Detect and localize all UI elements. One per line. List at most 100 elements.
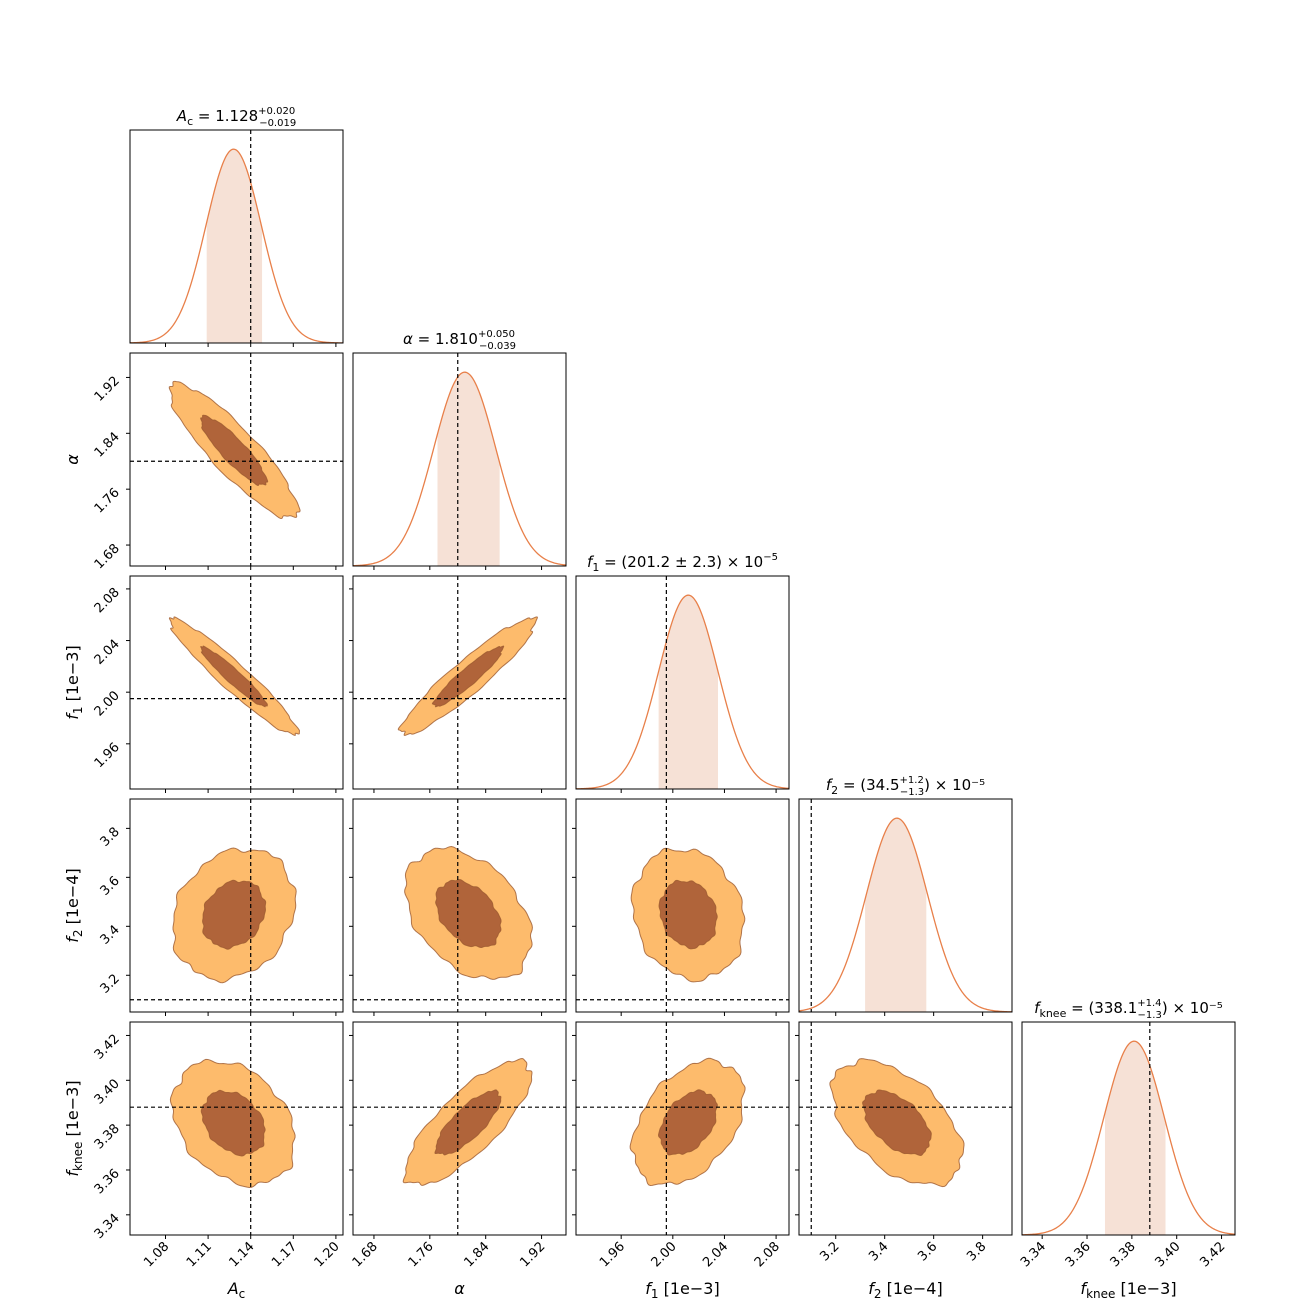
panel-frame-Ac [129,129,344,344]
x-tick-label-Ac: 1.08 [141,1239,172,1270]
panel-frame-fknee [1021,1021,1236,1236]
contour-panel-alpha-fknee [353,1022,566,1235]
contour-1sigma-f1-fknee [658,1089,718,1156]
credible-interval-band-fknee [1104,1041,1166,1235]
y-axis-label-fknee: fknee [1e−3] [63,1080,85,1176]
x-tick-label-fknee: 3.42 [1197,1239,1228,1270]
posterior-curve-f1 [576,594,789,789]
x-axis-label-f2: f2 [1e−4] [868,1279,942,1300]
panel-frame-Ac-fknee [129,1021,344,1236]
y-tick-label-alpha: 1.84 [92,430,123,461]
x-tick-label-f2: 3.4 [866,1239,891,1264]
y-tick-label-alpha: 1.76 [92,485,123,516]
x-tick-label-fknee: 3.38 [1108,1239,1139,1270]
panel-frame-alpha-f2 [352,798,567,1013]
histogram-panel-fknee [1022,1022,1235,1235]
panel-frame-f2-fknee [798,1021,1013,1236]
contour-panel-Ac-f2 [130,799,343,1012]
credible-interval-band-alpha [437,372,500,566]
x-tick-label-Ac: 1.14 [226,1239,257,1270]
y-tick-label-alpha: 1.92 [92,374,123,405]
contour-panel-f1-f2 [576,799,789,1012]
contour-panel-alpha-f1 [353,576,566,789]
x-axis-label-alpha: α [454,1279,465,1298]
histogram-panel-alpha [353,353,566,566]
y-tick-label-f2: 3.8 [98,825,123,850]
x-tick-label-alpha: 1.76 [406,1239,437,1270]
panel-frame-Ac-alpha [129,352,344,567]
x-tick-label-fknee: 3.34 [1018,1239,1049,1270]
contour-1sigma-alpha-f1 [431,645,505,708]
contour-panel-alpha-f2 [353,799,566,1012]
x-tick-label-f1: 2.00 [649,1239,680,1270]
y-tick-label-fknee: 3.34 [92,1211,123,1242]
x-tick-label-Ac: 1.20 [312,1239,343,1270]
x-tick-label-f1: 2.08 [752,1239,783,1270]
credible-interval-band-f2 [865,818,927,1012]
y-tick-label-alpha: 1.68 [92,541,123,572]
panel-frame-f1 [575,575,790,790]
x-tick-label-alpha: 1.68 [350,1239,381,1270]
contour-panel-Ac-fknee [130,1022,343,1235]
panel-title-Ac: Ac = 1.128+0.020 −0.019 [176,106,296,129]
x-tick-label-fknee: 3.40 [1152,1239,1183,1270]
panel-title-fknee: fknee = (338.1+1.4 −1.3) × 10⁻⁵ [1034,998,1223,1021]
contour-1sigma-Ac-f1 [200,645,268,708]
y-tick-label-fknee: 3.36 [92,1166,123,1197]
credible-interval-band-f1 [658,595,718,789]
x-tick-label-f2: 3.8 [964,1239,989,1264]
y-tick-label-f2: 3.6 [98,874,123,899]
posterior-curve-fknee [1022,1040,1235,1235]
histogram-panel-f1 [576,576,789,789]
panel-frame-alpha-f1 [352,575,567,790]
y-tick-label-f1: 2.04 [92,637,123,668]
panel-frame-f1-fknee [575,1021,790,1236]
x-axis-label-fknee: fknee [1e−3] [1080,1279,1176,1300]
x-axis-label-Ac: Ac [227,1279,246,1300]
x-axis-label-f1: f1 [1e−3] [645,1279,719,1300]
contour-1sigma-f2-fknee [862,1089,932,1157]
posterior-curve-f2 [799,817,1012,1012]
y-tick-label-f1: 2.00 [92,688,123,719]
contour-panel-Ac-alpha [130,353,343,566]
credible-interval-band-Ac [206,149,263,343]
y-tick-label-fknee: 3.42 [92,1032,123,1063]
y-tick-label-fknee: 3.40 [92,1077,123,1108]
y-tick-label-f2: 3.4 [98,923,123,948]
y-tick-label-f2: 3.2 [98,971,123,996]
panel-frame-alpha-fknee [352,1021,567,1236]
y-tick-label-f1: 2.08 [92,585,123,616]
contour-panel-Ac-f1 [130,576,343,789]
posterior-curve-alpha [353,371,566,566]
x-tick-label-alpha: 1.84 [461,1239,492,1270]
panel-title-alpha: α = 1.810+0.050 −0.039 [403,329,516,352]
x-tick-label-f1: 2.04 [700,1239,731,1270]
contour-panel-f2-fknee [799,1022,1012,1235]
x-tick-label-f1: 1.96 [597,1239,628,1270]
y-axis-label-f1: f1 [1e−3] [63,645,85,719]
y-axis-label-f2: f2 [1e−4] [63,868,85,942]
contour-1sigma-f1-f2 [658,879,718,950]
x-tick-label-Ac: 1.11 [184,1239,215,1270]
x-tick-label-Ac: 1.17 [269,1239,300,1270]
histogram-panel-f2 [799,799,1012,1012]
contour-1sigma-Ac-f2 [202,879,267,950]
contour-1sigma-alpha-f2 [435,878,502,949]
panel-title-f1: f1 = (201.2 ± 2.3) × 10−5 [587,552,778,574]
histogram-panel-Ac [130,130,343,343]
panel-frame-Ac-f1 [129,575,344,790]
y-tick-label-f1: 1.96 [92,740,123,771]
x-tick-label-alpha: 1.92 [517,1239,548,1270]
panel-frame-alpha [352,352,567,567]
panel-frame-f2 [798,798,1013,1013]
x-tick-label-fknee: 3.36 [1063,1239,1094,1270]
x-tick-label-f2: 3.6 [915,1239,940,1264]
contour-panel-f1-fknee [576,1022,789,1235]
y-tick-label-fknee: 3.38 [92,1121,123,1152]
posterior-curve-Ac [130,148,343,343]
x-tick-label-f2: 3.2 [817,1239,842,1264]
contour-1sigma-alpha-fknee [434,1089,502,1156]
panel-title-f2: f2 = (34.5+1.2 −1.3) × 10⁻⁵ [826,775,985,798]
y-axis-label-alpha: α [63,454,82,465]
